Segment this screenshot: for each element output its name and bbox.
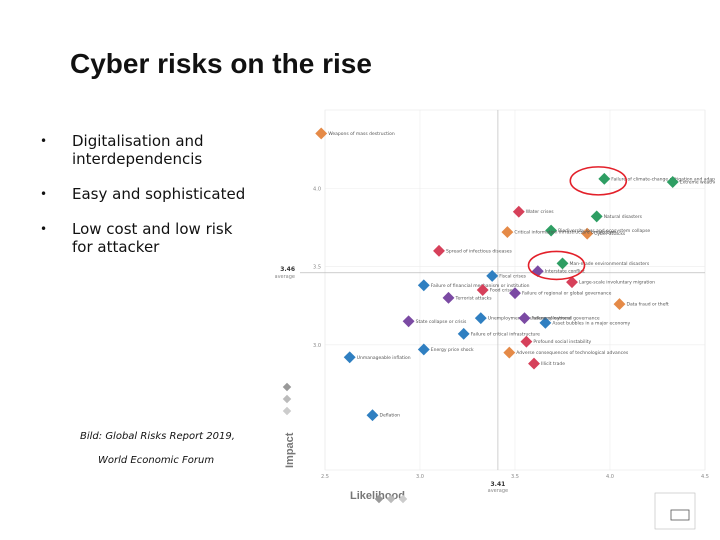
risk-point-label: Unmanageable inflation xyxy=(357,355,411,361)
risk-point-label: Energy price shock xyxy=(431,347,474,353)
bullet-list: • Digitalisation and interdependencis • … xyxy=(40,132,280,273)
bullet-dot-icon: • xyxy=(40,222,48,236)
risk-point-label: Man-made environmental disasters xyxy=(570,261,650,267)
risk-point-label: Large-scale involuntary migration xyxy=(579,280,655,286)
legend-marker xyxy=(386,494,396,504)
bullet-dot-icon: • xyxy=(40,187,48,201)
risk-point-label: Weapons of mass destruction xyxy=(328,131,395,137)
x-average-word: average xyxy=(488,488,508,494)
risk-point xyxy=(503,346,516,359)
risk-point xyxy=(590,210,603,223)
risk-point xyxy=(442,291,455,304)
risk-point xyxy=(501,226,514,239)
highlight-ellipse xyxy=(569,166,628,196)
bullet-item: • Low cost and low risk for attacker xyxy=(40,220,280,256)
bullet-text: Easy and sophisticated xyxy=(72,185,246,203)
bullet-item: • Digitalisation and interdependencis xyxy=(40,132,280,168)
y-average-word: average xyxy=(275,274,295,280)
bullet-item: • Easy and sophisticated xyxy=(40,185,280,203)
risk-point xyxy=(417,343,430,356)
global-risks-chart: 2.5 3.0 3.5 4.0 4.53.03.54.03.46average3.41a… xyxy=(275,109,715,530)
bullet-dot-icon: • xyxy=(40,134,48,148)
risk-point xyxy=(315,127,328,140)
risk-point xyxy=(402,315,415,328)
risk-point-label: Failure of critical infrastructure xyxy=(471,331,540,337)
risk-point xyxy=(474,312,487,325)
highlight-ellipse xyxy=(527,250,586,281)
risk-point-label: Deflation xyxy=(380,413,401,419)
risk-point-label: Fiscal crises xyxy=(499,273,526,279)
bullet-text-cont: interdependencis xyxy=(72,150,203,168)
risk-point xyxy=(512,205,525,218)
bullet-text-cont: for attacker xyxy=(72,238,160,256)
risk-point xyxy=(417,279,430,292)
risk-point xyxy=(366,409,379,422)
risk-point-label: Terrorist attacks xyxy=(455,295,493,301)
y-average-value: 3.46 xyxy=(280,266,295,273)
risk-point-label: Data fraud or theft xyxy=(627,302,669,308)
x-tick-label: 4.5 xyxy=(701,474,709,480)
risk-point-label: Cyber-attacks xyxy=(594,231,626,237)
image-caption: Bild: Global Risks Report 2019, xyxy=(80,431,235,442)
risk-point-label: Biodiversity loss and ecosystem collapse xyxy=(558,228,650,234)
bullet-text: Digitalisation and xyxy=(72,132,204,150)
y-axis-title: Impact xyxy=(284,432,296,468)
report-badge-box xyxy=(670,509,690,521)
bullet-text: Low cost and low risk xyxy=(72,220,233,238)
risk-point xyxy=(518,312,531,325)
risk-point xyxy=(476,284,489,296)
risk-point-label: Failure of national governance xyxy=(532,316,600,322)
risk-point-label: Illicit trade xyxy=(541,361,565,367)
risk-point xyxy=(598,172,611,185)
risk-point-label: Natural disasters xyxy=(604,214,643,220)
risk-point-label: Water crises xyxy=(526,209,554,215)
risk-point xyxy=(343,351,356,364)
y-tick-label: 4.0 xyxy=(313,186,321,192)
y-tick-label: 3.5 xyxy=(313,265,321,271)
risk-point xyxy=(509,287,521,300)
risk-point-label: Failure of regional or global governance xyxy=(522,291,612,297)
risk-point-label: Failure of climate-change mitigation and… xyxy=(611,176,715,182)
risk-point-label: Spread of infectious diseases xyxy=(446,248,512,254)
risk-point-label: Interstate conflict xyxy=(545,269,585,275)
risk-point-label: Critical information infrastructure brea… xyxy=(514,230,616,236)
legend-marker xyxy=(282,406,292,416)
x-tick-label: 3.5 xyxy=(511,474,519,480)
risk-point xyxy=(520,335,533,348)
slide-title: Cyber risks on the rise xyxy=(70,48,372,79)
x-tick-label: 4.0 xyxy=(606,474,614,480)
image-caption-source: World Economic Forum xyxy=(98,455,215,466)
risk-point xyxy=(528,357,540,370)
x-average-value: 3.41 xyxy=(490,481,505,488)
legend-marker xyxy=(282,382,292,392)
y-tick-label: 3.0 xyxy=(313,343,321,349)
risk-point-label: Extreme weather events xyxy=(680,180,715,186)
risk-point xyxy=(433,244,445,257)
report-badge-icon xyxy=(654,492,696,530)
legend-marker xyxy=(398,494,408,504)
legend-marker xyxy=(374,494,384,504)
risk-point xyxy=(457,327,470,340)
risk-point xyxy=(613,298,626,311)
legend-marker xyxy=(282,394,292,404)
risk-point-label: Failure of financial mechanism or instit… xyxy=(431,283,530,289)
risk-point-label: Profound social instability xyxy=(533,339,591,345)
risk-point-label: Food crises xyxy=(490,288,516,294)
x-tick-label: 2.5 xyxy=(321,474,329,480)
risk-point-label: Adverse consequences of technological ad… xyxy=(516,350,629,356)
risk-point xyxy=(556,257,569,270)
risk-point xyxy=(486,269,499,282)
x-tick-label: 3.0 xyxy=(416,474,424,480)
risk-point-label: Asset bubbles in a major economy xyxy=(552,320,630,326)
risk-point-label: State collapse or crisis xyxy=(416,319,467,325)
